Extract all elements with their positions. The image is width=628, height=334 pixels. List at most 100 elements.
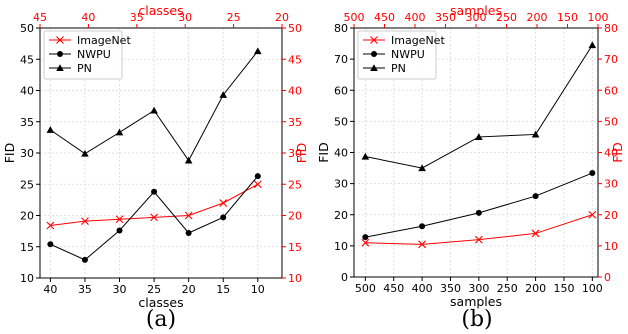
data-point-imagenet-stroke	[46, 221, 55, 230]
right-y-tick-label: 0	[604, 271, 611, 284]
y-tick-label: 60	[334, 84, 348, 97]
legend-marker-imagenet-stroke	[370, 36, 378, 44]
y-tick-label: 10	[334, 240, 348, 253]
data-point-pn	[254, 47, 262, 55]
top-x-tick-label: 100	[588, 11, 609, 24]
top-x-tick-label: 25	[227, 11, 241, 24]
y-tick-label: 20	[334, 209, 348, 222]
data-point-imagenet	[150, 213, 158, 222]
legend-marker-nwpu	[57, 51, 63, 57]
data-point-imagenet	[474, 235, 483, 244]
data-point-nwpu	[362, 234, 369, 241]
right-y-tick-label: 50	[604, 115, 618, 128]
y-tick-label: 20	[20, 210, 34, 223]
data-point-nwpu	[220, 214, 227, 221]
x-tick-label: 20	[182, 283, 196, 296]
data-point-imagenet-stroke	[418, 240, 426, 249]
y-tick-label: 30	[20, 147, 34, 160]
x-tick-label: 400	[412, 282, 433, 295]
right-y-tick-label: 50	[288, 22, 302, 35]
legend-marker-pn	[56, 64, 64, 72]
data-point-nwpu	[254, 173, 261, 180]
data-point-nwpu	[475, 209, 482, 216]
top-x-axis-label: classes	[138, 3, 183, 18]
data-point-nwpu	[532, 193, 539, 200]
x-tick-label: 100	[582, 282, 603, 295]
right-y-tick-label: 30	[288, 147, 302, 160]
data-point-imagenet	[418, 240, 426, 249]
data-point-imagenet	[115, 215, 124, 224]
y-axis-label: FID	[316, 142, 331, 163]
panel-caption: (a)	[146, 307, 176, 332]
legend-marker-pn	[370, 64, 378, 72]
top-x-tick-label: 20	[275, 11, 289, 24]
data-point-imagenet	[531, 229, 540, 238]
y-tick-label: 30	[334, 178, 348, 191]
x-tick-label: 10	[251, 283, 265, 296]
data-point-pn	[361, 152, 370, 160]
top-x-tick-label: 35	[130, 11, 144, 24]
x-axis-label: samples	[450, 294, 502, 309]
x-tick-label: 350	[440, 282, 461, 295]
x-tick-label: 40	[43, 283, 57, 296]
y-tick-label: 80	[334, 22, 348, 35]
top-x-tick-label: 200	[527, 11, 548, 24]
legend-label: NWPU	[77, 48, 111, 61]
data-point-nwpu	[81, 256, 88, 263]
legend-marker-imagenet-stroke	[56, 36, 64, 44]
right-y-tick-label: 15	[288, 241, 302, 254]
legend-marker-imagenet	[370, 36, 378, 44]
data-point-imagenet-stroke	[361, 238, 370, 247]
x-tick-label: 300	[468, 282, 489, 295]
y-tick-label: 40	[334, 147, 348, 160]
data-point-pn	[46, 126, 55, 133]
x-tick-label: 500	[355, 282, 376, 295]
legend-label: ImageNet	[391, 34, 445, 47]
data-point-imagenet-stroke	[588, 210, 597, 219]
legend-marker-nwpu	[371, 51, 377, 57]
right-y-tick-label: 30	[604, 178, 618, 191]
data-point-imagenet-stroke	[531, 229, 540, 238]
right-y-tick-label: 25	[288, 178, 302, 191]
data-point-pn	[531, 130, 540, 138]
y-tick-label: 40	[20, 85, 34, 98]
y-tick-label: 15	[20, 241, 34, 254]
x-axis-label: classes	[138, 295, 183, 310]
right-y-tick-label: 35	[288, 116, 302, 129]
legend-label: PN	[391, 62, 406, 75]
top-x-tick-label: 150	[557, 11, 578, 24]
data-point-nwpu	[151, 188, 158, 195]
data-point-imagenet-stroke	[474, 235, 483, 244]
right-y-axis-label: FID	[294, 143, 309, 164]
x-tick-label: 200	[525, 282, 546, 295]
data-point-pn	[115, 128, 124, 136]
data-point-pn	[150, 106, 158, 114]
data-point-imagenet	[46, 221, 55, 230]
data-point-imagenet-stroke	[253, 180, 262, 189]
data-point-pn	[184, 156, 193, 164]
panel-caption: (b)	[461, 307, 492, 332]
right-y-tick-label: 80	[604, 22, 618, 35]
data-point-nwpu	[419, 223, 426, 230]
top-x-tick-label: 30	[178, 11, 192, 24]
right-y-tick-label: 45	[288, 53, 302, 66]
top-x-tick-label: 450	[374, 11, 395, 24]
top-x-tick-label: 250	[496, 11, 517, 24]
top-x-axis-label: samples	[450, 3, 502, 18]
data-point-pn	[418, 164, 426, 172]
y-tick-label: 0	[341, 271, 348, 284]
top-x-tick-label: 300	[466, 11, 487, 24]
right-y-tick-label: 60	[604, 84, 618, 97]
right-y-tick-label: 40	[288, 85, 302, 98]
data-point-imagenet	[81, 217, 89, 226]
data-point-pn	[588, 41, 597, 49]
legend-label: ImageNet	[77, 34, 131, 47]
x-tick-label: 15	[216, 283, 230, 296]
data-point-imagenet-stroke	[81, 217, 89, 226]
data-point-nwpu	[116, 227, 123, 234]
x-tick-label: 35	[78, 283, 92, 296]
y-tick-label: 70	[334, 53, 348, 66]
y-tick-label: 25	[20, 178, 34, 191]
x-tick-label: 250	[497, 282, 518, 295]
